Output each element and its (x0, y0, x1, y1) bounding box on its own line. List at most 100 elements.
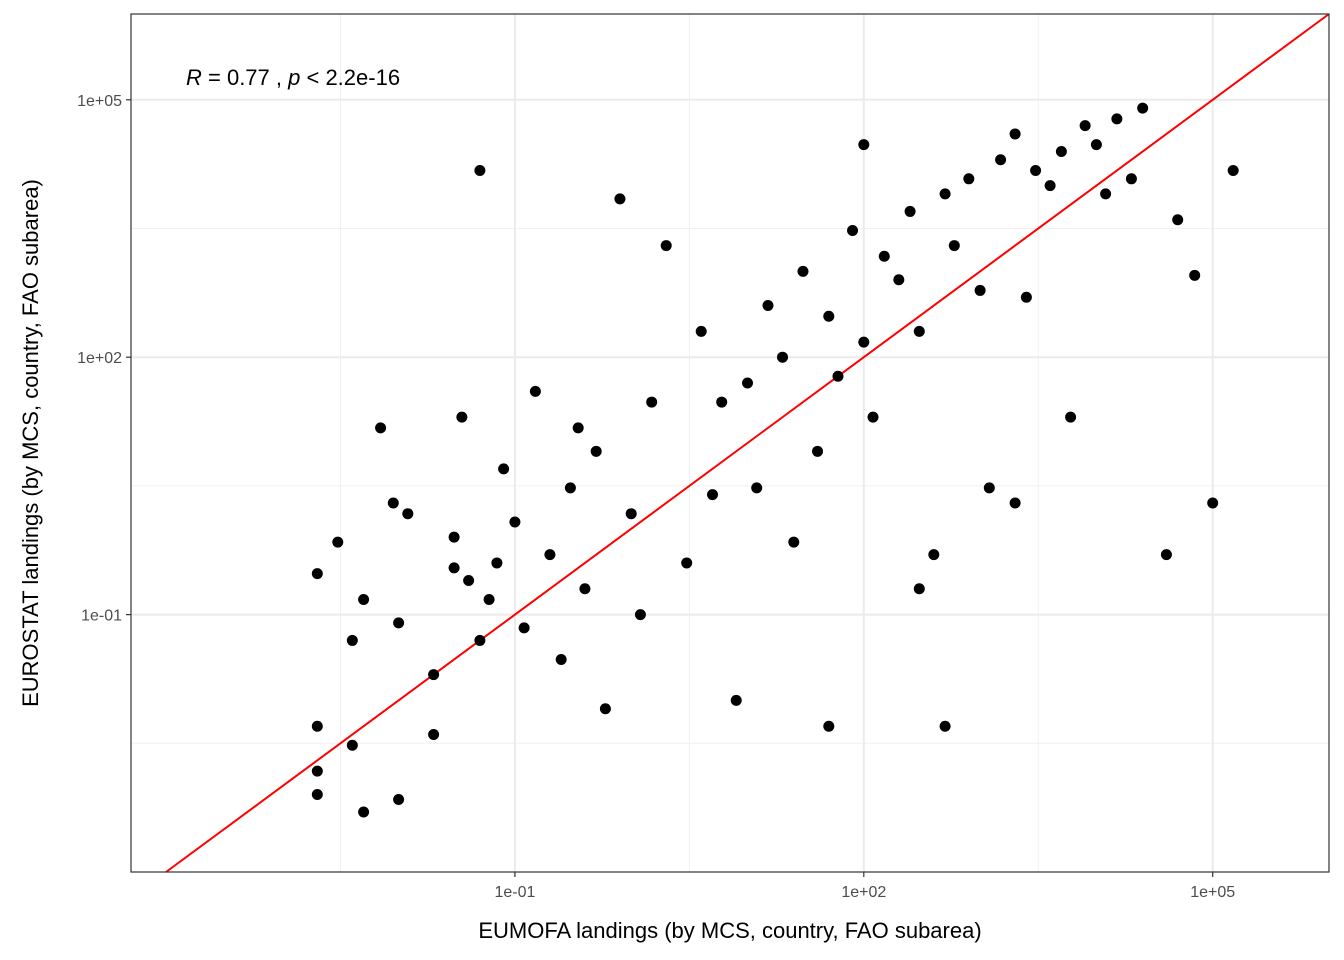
data-point (375, 422, 387, 434)
x-axis: 1e-01 1e+02 1e+05 (494, 872, 1235, 901)
data-point (625, 508, 637, 520)
data-point (579, 583, 591, 595)
data-point (1055, 145, 1067, 157)
data-point (498, 463, 510, 475)
data-point (963, 173, 975, 185)
data-point (1020, 291, 1032, 303)
data-point (428, 729, 440, 741)
data-point (762, 300, 774, 312)
data-point (751, 482, 763, 494)
data-point (695, 325, 707, 337)
data-point (847, 224, 859, 236)
x-tick-label: 1e-01 (494, 884, 535, 901)
p-value-text: < 2.2e-16 (300, 65, 400, 90)
data-point (1065, 411, 1077, 423)
data-point (491, 557, 503, 569)
data-point (948, 240, 960, 252)
y-axis: 1e-01 1e+02 1e+05 (77, 93, 131, 625)
data-point (823, 720, 835, 732)
data-point (529, 385, 541, 397)
identity-reference-line (165, 13, 1330, 873)
data-point (387, 497, 399, 509)
grid-minor (131, 14, 1329, 872)
data-point (1189, 269, 1201, 281)
data-point (1111, 113, 1123, 125)
p-symbol: p (287, 65, 300, 90)
data-point (777, 351, 789, 363)
data-point (509, 516, 521, 528)
data-point (474, 164, 486, 176)
data-point (812, 445, 824, 457)
data-point (939, 720, 951, 732)
plot-panel-border (130, 13, 1330, 873)
data-point (646, 396, 658, 408)
x-axis-title: EUMOFA landings (by MCS, country, FAO su… (478, 918, 981, 943)
data-point (463, 574, 475, 586)
data-point (858, 336, 870, 348)
data-point (448, 562, 460, 574)
data-point (928, 549, 940, 561)
data-point (474, 634, 486, 646)
data-point (634, 609, 646, 621)
r-symbol: R (186, 65, 202, 90)
data-point (590, 445, 602, 457)
x-tick-label: 1e+05 (1190, 884, 1235, 901)
plot-panel-background (131, 14, 1329, 872)
data-point (1125, 173, 1137, 185)
data-point (1100, 188, 1112, 200)
data-point (1044, 180, 1056, 192)
data-point (913, 583, 925, 595)
data-point (878, 250, 890, 262)
data-point (867, 411, 879, 423)
data-point (1160, 549, 1172, 561)
data-point (1090, 139, 1102, 151)
data-point (1207, 497, 1219, 509)
data-point (346, 739, 358, 751)
data-point (832, 370, 844, 382)
data-point (823, 310, 835, 322)
data-point (983, 482, 995, 494)
data-point (518, 622, 530, 634)
data-point (1030, 164, 1042, 176)
data-point (393, 793, 405, 805)
data-point (311, 568, 323, 580)
data-point (1009, 128, 1021, 140)
correlation-annotation: R = 0.77 , p < 2.2e-16 (186, 65, 400, 90)
data-point (660, 240, 672, 252)
data-point (893, 274, 905, 286)
data-point (358, 806, 370, 818)
data-point (572, 422, 584, 434)
data-point (483, 593, 495, 605)
data-point (402, 508, 414, 520)
r-value-text: = 0.77 , (202, 65, 288, 90)
y-axis-title: EUROSTAT landings (by MCS, country, FAO … (18, 179, 43, 707)
data-point (974, 284, 986, 296)
data-point (393, 617, 405, 629)
data-point (904, 205, 916, 217)
data-point (1172, 214, 1184, 226)
grid-major (131, 14, 1329, 872)
data-point (1009, 497, 1021, 509)
data-point (858, 139, 870, 151)
data-point (1079, 120, 1091, 132)
data-point (332, 536, 344, 548)
data-point (448, 531, 460, 543)
data-point (358, 593, 370, 605)
data-point (311, 789, 323, 801)
data-point (797, 265, 809, 277)
data-point (681, 557, 693, 569)
x-tick-label: 1e+02 (841, 884, 886, 901)
data-point (788, 536, 800, 548)
data-point (456, 411, 468, 423)
data-point (555, 653, 567, 665)
data-point (614, 193, 626, 205)
y-tick-label: 1e-01 (81, 608, 122, 625)
data-point (311, 765, 323, 777)
data-point (311, 720, 323, 732)
data-point (544, 549, 556, 561)
data-point (346, 634, 358, 646)
data-point (742, 377, 754, 389)
data-point (913, 325, 925, 337)
data-point (1227, 164, 1239, 176)
